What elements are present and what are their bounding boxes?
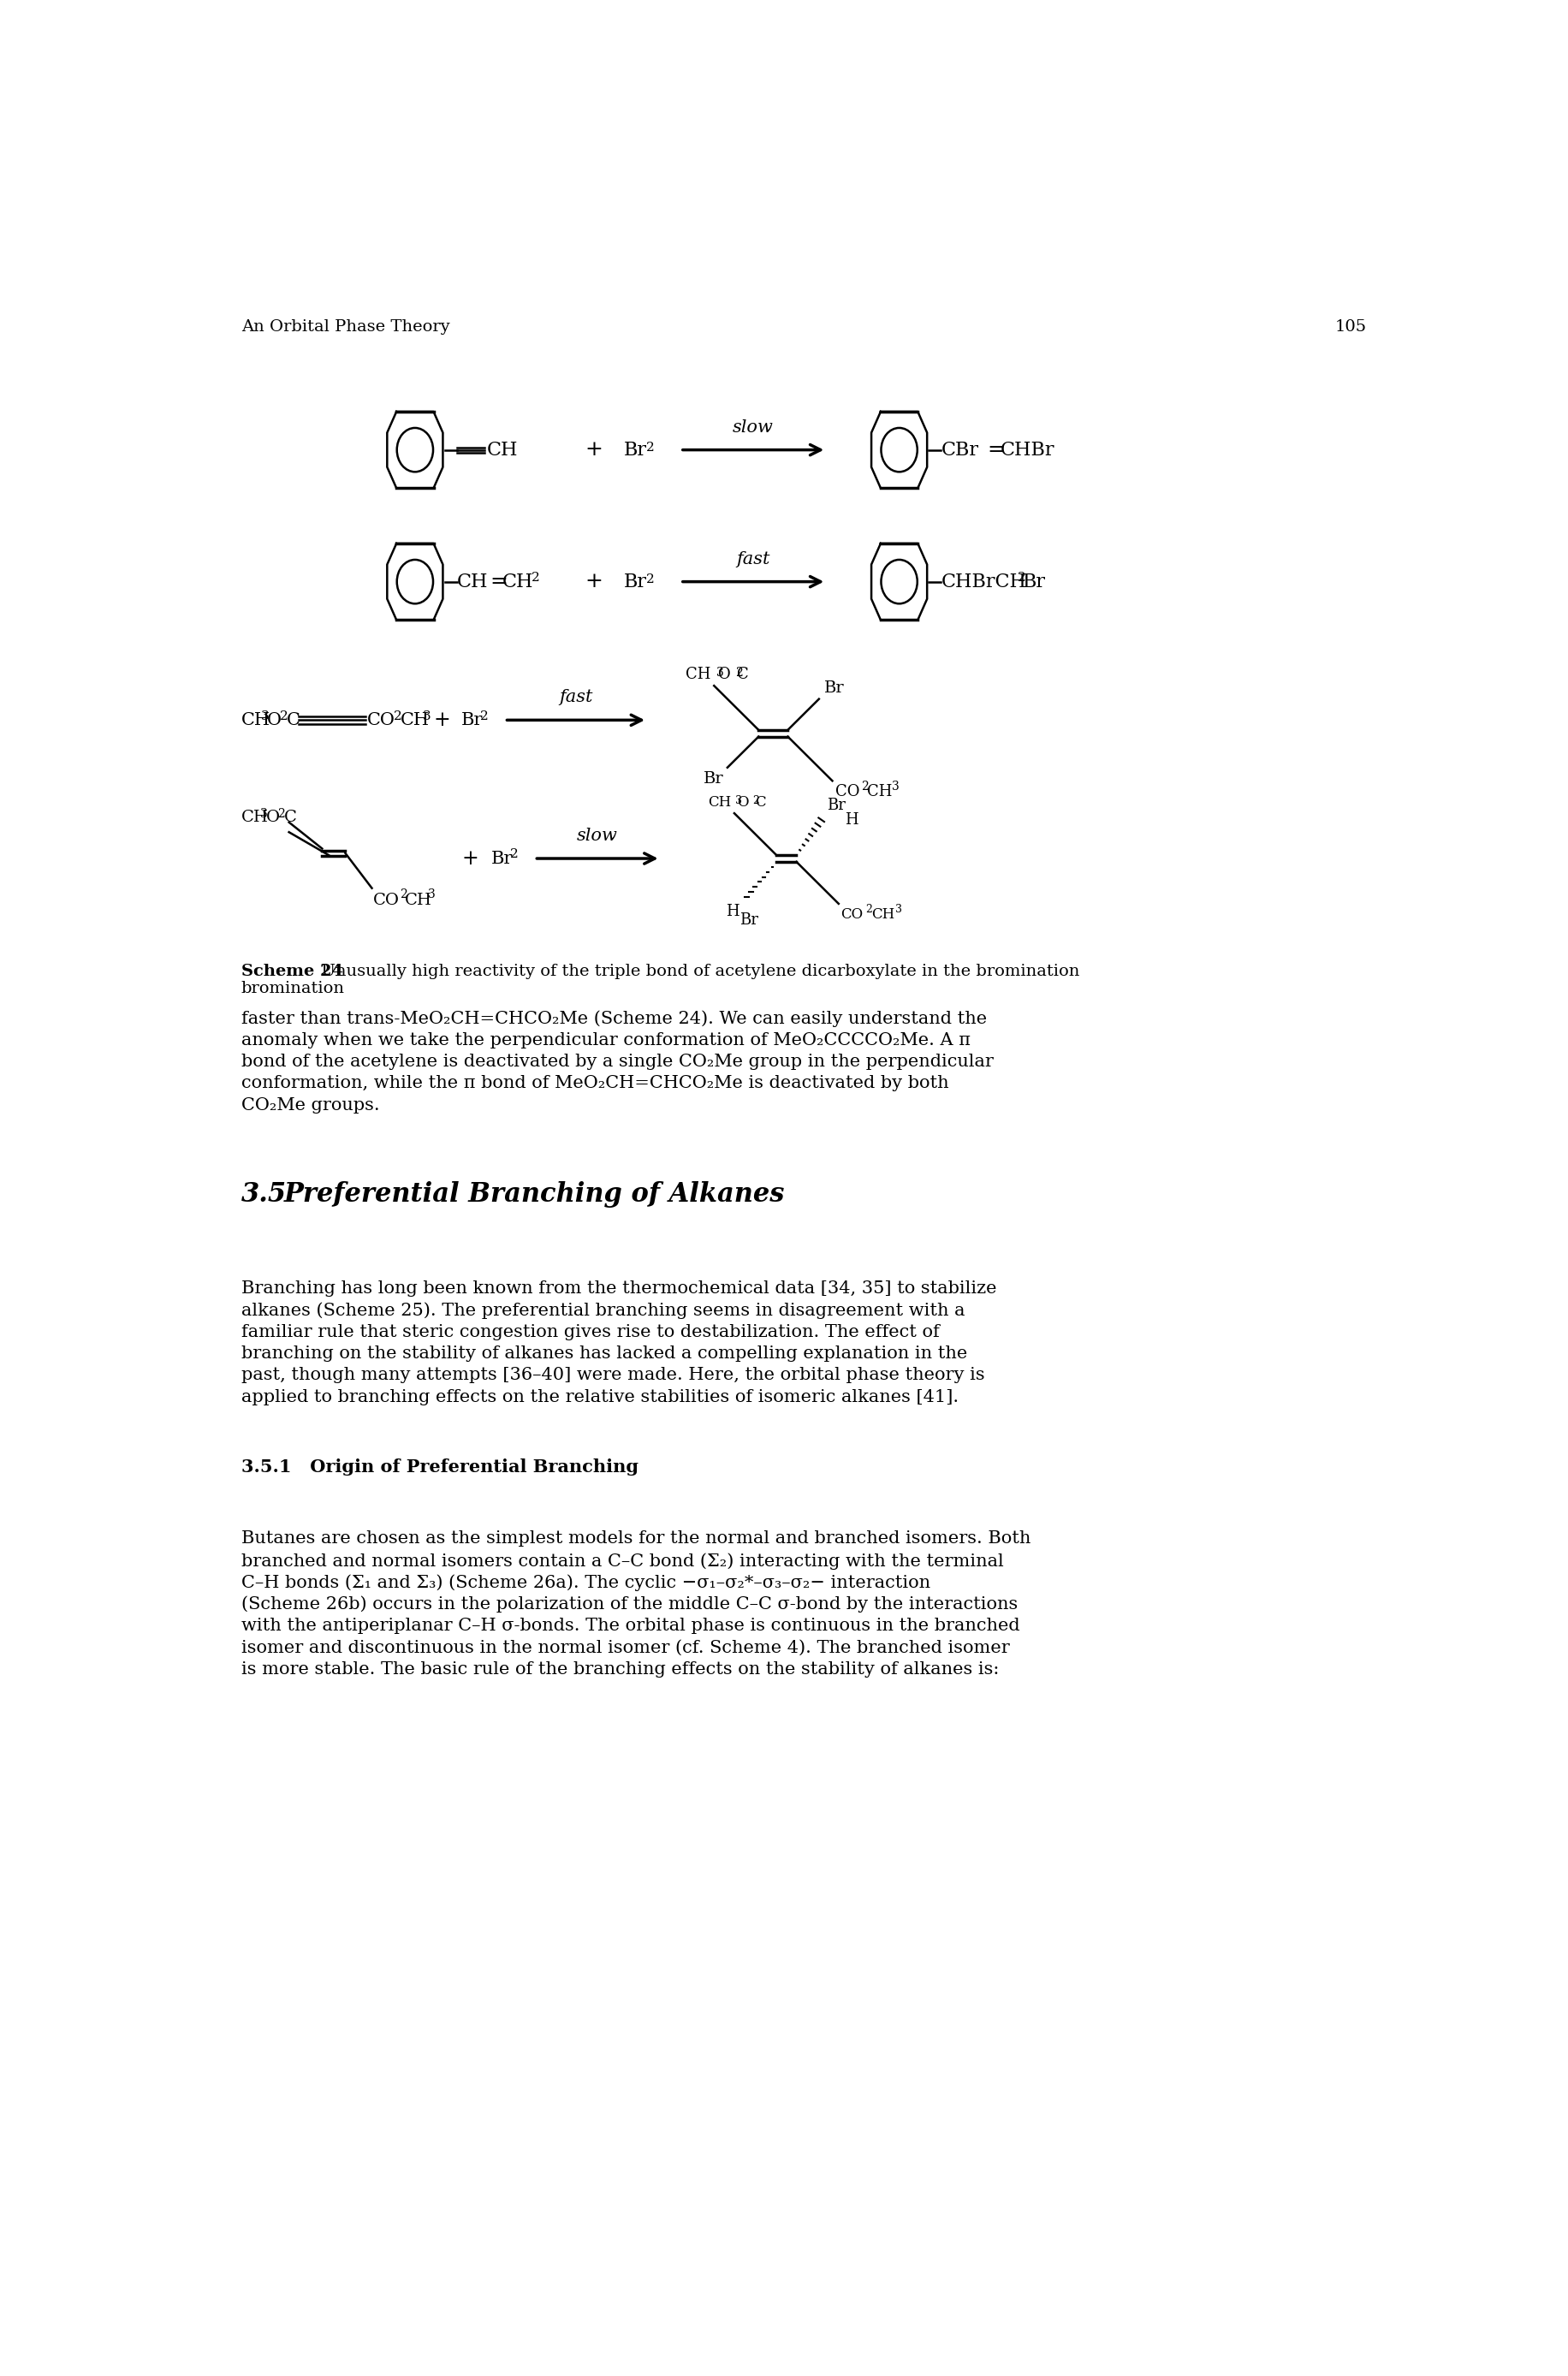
- Text: (Scheme 26b) occurs in the polarization of the middle C–C σ-bond by the interact: (Scheme 26b) occurs in the polarization …: [241, 1597, 1018, 1613]
- Text: 3: 3: [735, 796, 742, 805]
- Text: CH: CH: [707, 796, 731, 810]
- Text: branched and normal isomers contain a C–C bond (Σ₂) interacting with the termina: branched and normal isomers contain a C–…: [241, 1552, 1004, 1568]
- Text: CO: CO: [367, 713, 395, 727]
- Text: CH: CH: [486, 440, 517, 459]
- Text: CH: CH: [241, 810, 268, 824]
- Text: is more stable. The basic rule of the branching effects on the stability of alka: is more stable. The basic rule of the br…: [241, 1661, 999, 1677]
- Text: 3: 3: [260, 710, 270, 722]
- Text: O: O: [718, 668, 731, 682]
- Text: 2: 2: [279, 710, 289, 722]
- Text: CO₂Me groups.: CO₂Me groups.: [241, 1098, 379, 1114]
- Text: O: O: [267, 713, 282, 727]
- Text: alkanes (Scheme 25). The preferential branching seems in disagreement with a: alkanes (Scheme 25). The preferential br…: [241, 1302, 964, 1319]
- Text: past, though many attempts [36–40] were made. Here, the orbital phase theory is: past, though many attempts [36–40] were …: [241, 1366, 985, 1383]
- Text: Scheme 24: Scheme 24: [241, 965, 343, 979]
- Text: Br: Br: [461, 713, 483, 727]
- Text: Unusually high reactivity of the triple bond of acetylene dicarboxylate in the b: Unusually high reactivity of the triple …: [310, 965, 1079, 979]
- Text: Br: Br: [826, 798, 845, 813]
- Text: fast: fast: [558, 689, 593, 706]
- Text: bond of the acetylene is deactivated by a single CO₂Me group in the perpendicula: bond of the acetylene is deactivated by …: [241, 1053, 993, 1069]
- Text: with the antiperiplanar C–H σ-bonds. The orbital phase is continuous in the bran: with the antiperiplanar C–H σ-bonds. The…: [241, 1618, 1019, 1635]
- Text: CHBr: CHBr: [1000, 440, 1055, 459]
- Text: Branching has long been known from the thermochemical data [34, 35] to stabilize: Branching has long been known from the t…: [241, 1281, 996, 1297]
- Text: =: =: [986, 440, 1005, 459]
- Text: CH: CH: [502, 573, 533, 592]
- Text: familiar rule that steric congestion gives rise to destabilization. The effect o: familiar rule that steric congestion giv…: [241, 1323, 939, 1340]
- Text: CO: CO: [840, 908, 862, 922]
- Text: 2: 2: [753, 796, 759, 805]
- Text: CH: CH: [456, 573, 488, 592]
- Text: CH: CH: [685, 668, 710, 682]
- Text: anomaly when we take the perpendicular conformation of MeO₂CCCCO₂Me. A π: anomaly when we take the perpendicular c…: [241, 1031, 971, 1048]
- Text: An Orbital Phase Theory: An Orbital Phase Theory: [241, 318, 450, 335]
- Text: Br: Br: [624, 440, 646, 459]
- Text: CH: CH: [400, 713, 430, 727]
- Text: 3: 3: [895, 903, 902, 915]
- Text: applied to branching effects on the relative stabilities of isomeric alkanes [41: applied to branching effects on the rela…: [241, 1390, 958, 1404]
- Text: slow: slow: [577, 827, 618, 843]
- Text: fast: fast: [735, 551, 770, 568]
- Text: branching on the stability of alkanes has lacked a compelling explanation in the: branching on the stability of alkanes ha…: [241, 1345, 967, 1361]
- Text: H: H: [726, 905, 739, 920]
- Text: +: +: [461, 848, 478, 867]
- Text: Br: Br: [1022, 573, 1046, 592]
- Text: conformation, while the π bond of MeO₂CH=CHCO₂Me is deactivated by both: conformation, while the π bond of MeO₂CH…: [241, 1076, 949, 1091]
- Text: +: +: [585, 573, 602, 592]
- Text: 2: 2: [1016, 573, 1025, 584]
- Text: 2: 2: [646, 573, 654, 584]
- Text: CHBrCH: CHBrCH: [941, 573, 1025, 592]
- Text: C–H bonds (Σ₁ and Σ₃) (Scheme 26a). The cyclic −σ₁–σ₂*–σ₃–σ₂− interaction: C–H bonds (Σ₁ and Σ₃) (Scheme 26a). The …: [241, 1575, 930, 1592]
- Text: CH: CH: [405, 893, 433, 908]
- Text: Br: Br: [704, 770, 724, 786]
- Text: C: C: [284, 810, 296, 824]
- Text: CO: CO: [373, 893, 400, 908]
- Text: 105: 105: [1334, 318, 1366, 335]
- Text: Preferential Branching of Alkanes: Preferential Branching of Alkanes: [284, 1181, 786, 1207]
- Text: 3: 3: [428, 889, 434, 901]
- Text: 2: 2: [864, 903, 872, 915]
- Text: faster than trans-MeO₂CH=CHCO₂Me (Scheme 24). We can easily understand the: faster than trans-MeO₂CH=CHCO₂Me (Scheme…: [241, 1010, 986, 1026]
- Text: 2: 2: [861, 782, 867, 794]
- Text: =: =: [489, 573, 508, 592]
- Text: CH: CH: [241, 713, 270, 727]
- Text: 2: 2: [510, 848, 517, 860]
- Text: CBr: CBr: [941, 440, 978, 459]
- Text: Br: Br: [491, 851, 513, 867]
- Text: isomer and discontinuous in the normal isomer (cf. Scheme 4). The branched isome: isomer and discontinuous in the normal i…: [241, 1639, 1010, 1656]
- Text: 2: 2: [646, 442, 654, 454]
- Text: CH: CH: [870, 908, 894, 922]
- Text: Br: Br: [739, 912, 757, 927]
- Text: CH: CH: [867, 784, 892, 801]
- Text: O: O: [737, 796, 748, 810]
- Text: 3.5.1   Origin of Preferential Branching: 3.5.1 Origin of Preferential Branching: [241, 1459, 638, 1475]
- Text: 2: 2: [480, 710, 488, 722]
- Text: C: C: [754, 796, 765, 810]
- Text: Butanes are chosen as the simplest models for the normal and branched isomers. B: Butanes are chosen as the simplest model…: [241, 1530, 1030, 1547]
- Text: bromination: bromination: [241, 981, 345, 996]
- Text: 2: 2: [735, 668, 742, 680]
- Text: 3: 3: [423, 710, 431, 722]
- Text: Br: Br: [823, 680, 844, 696]
- Text: slow: slow: [732, 418, 773, 435]
- Text: O: O: [267, 810, 281, 824]
- Text: 3: 3: [717, 668, 723, 680]
- Text: 2: 2: [394, 710, 401, 722]
- Text: 3: 3: [260, 808, 267, 820]
- Text: C: C: [287, 713, 299, 727]
- Text: 2: 2: [400, 889, 408, 901]
- Text: 3.5: 3.5: [241, 1181, 287, 1207]
- Text: 2: 2: [278, 808, 284, 820]
- Text: +: +: [433, 710, 450, 729]
- Text: Br: Br: [624, 573, 646, 592]
- Text: +: +: [585, 440, 602, 459]
- Text: 2: 2: [532, 573, 539, 584]
- Text: C: C: [737, 668, 748, 682]
- Text: H: H: [845, 813, 858, 827]
- Text: 3: 3: [892, 782, 898, 794]
- Text: CO: CO: [836, 784, 859, 801]
